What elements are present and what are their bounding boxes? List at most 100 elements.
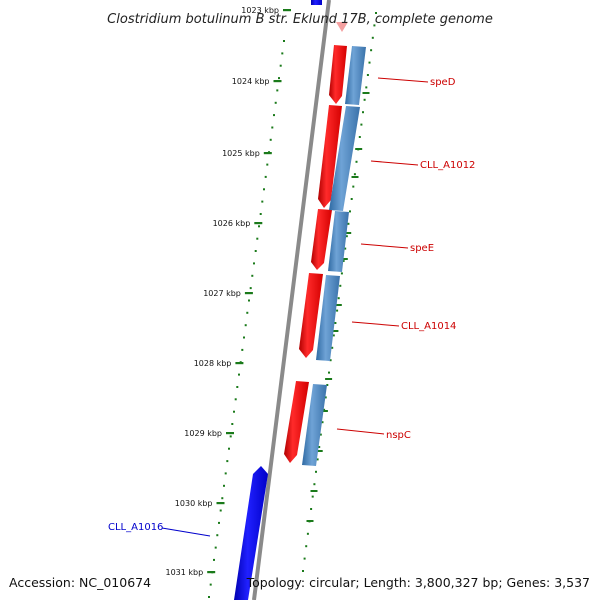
gene-bar-5[interactable] bbox=[302, 384, 327, 466]
gene-speE[interactable] bbox=[311, 209, 332, 270]
minor-tick bbox=[306, 532, 309, 535]
minor-tick bbox=[302, 570, 304, 572]
minor-tick bbox=[337, 297, 340, 300]
minor-tick bbox=[366, 74, 369, 76]
minor-tick bbox=[248, 299, 250, 302]
kbp-tick bbox=[273, 80, 282, 83]
accession-text: Accession: NC_010674 bbox=[9, 575, 151, 590]
kbp-tick bbox=[235, 362, 244, 365]
minor-tick bbox=[324, 396, 327, 399]
gene-label-CLL_A1012[interactable]: CLL_A1012 bbox=[420, 160, 475, 171]
minor-tick bbox=[219, 509, 222, 512]
minor-tick bbox=[224, 472, 227, 475]
gene-bar-3[interactable] bbox=[328, 211, 349, 272]
minor-tick bbox=[221, 497, 224, 500]
gc-mark bbox=[362, 92, 370, 94]
minor-tick bbox=[340, 272, 343, 275]
minor-tick bbox=[358, 136, 361, 138]
minor-tick bbox=[269, 138, 272, 141]
gene-CLL_A1014[interactable] bbox=[299, 273, 323, 358]
minor-tick bbox=[259, 213, 262, 215]
gc-mark bbox=[306, 520, 314, 522]
minor-tick bbox=[238, 373, 240, 376]
minor-tick bbox=[228, 447, 230, 450]
minor-tick bbox=[213, 558, 215, 561]
kbp-label: 1023 kbp bbox=[241, 6, 279, 15]
minor-tick bbox=[229, 435, 232, 438]
minor-tick bbox=[371, 36, 374, 39]
minor-tick bbox=[311, 495, 314, 498]
gc-mark bbox=[320, 410, 328, 412]
gc-mark bbox=[340, 258, 348, 260]
minor-tick bbox=[254, 250, 257, 252]
label-leaders bbox=[161, 77, 429, 537]
minor-tick bbox=[258, 225, 260, 228]
minor-tick bbox=[283, 40, 285, 42]
minor-tick bbox=[216, 534, 219, 537]
kbp-tick bbox=[254, 222, 263, 225]
minor-tick bbox=[319, 433, 322, 436]
minor-tick bbox=[353, 173, 356, 176]
gc-mark bbox=[315, 450, 323, 452]
minor-tick bbox=[315, 470, 317, 473]
gene-pink-marker[interactable] bbox=[336, 22, 348, 32]
kbp-label: 1030 kbp bbox=[175, 499, 213, 508]
gene-bar-1[interactable] bbox=[345, 46, 366, 105]
minor-tick bbox=[274, 101, 277, 104]
minor-tick bbox=[331, 346, 334, 349]
minor-tick bbox=[208, 596, 210, 598]
minor-tick bbox=[342, 260, 345, 262]
gene-nspC[interactable] bbox=[284, 381, 309, 463]
gene-speD[interactable] bbox=[329, 45, 347, 104]
minor-tick bbox=[345, 235, 348, 238]
map-title: Clostridium botulinum B str. Eklund 17B,… bbox=[107, 12, 493, 27]
kbp-tick bbox=[263, 152, 272, 155]
gene-top-clipped[interactable] bbox=[311, 0, 322, 5]
kbp-tick bbox=[216, 502, 225, 505]
minor-tick bbox=[249, 287, 252, 290]
kbp-tick bbox=[244, 292, 253, 295]
minor-tick bbox=[362, 111, 364, 114]
gene-label-CLL_A1014[interactable]: CLL_A1014 bbox=[401, 321, 456, 332]
gc-marks-right bbox=[306, 92, 370, 522]
minor-tick bbox=[279, 64, 282, 67]
gene-label-nspC[interactable]: nspC bbox=[386, 430, 411, 441]
minor-tick bbox=[328, 371, 330, 374]
kbp-label: 1025 kbp bbox=[222, 149, 260, 158]
minor-tick bbox=[347, 222, 350, 225]
minor-tick bbox=[363, 98, 366, 101]
minor-tick bbox=[303, 557, 306, 560]
kbp-tick bbox=[226, 432, 234, 435]
gc-mark bbox=[351, 176, 359, 178]
minor-tick bbox=[370, 49, 373, 52]
minor-tick bbox=[313, 483, 316, 486]
minor-tick bbox=[244, 324, 247, 327]
gc-mark bbox=[334, 304, 342, 306]
gene-label-CLL_A1016[interactable]: CLL_A1016 bbox=[108, 522, 163, 533]
gc-mark bbox=[331, 330, 339, 332]
gene-CLL_A1012[interactable] bbox=[318, 105, 342, 208]
minor-tick bbox=[263, 188, 265, 191]
minor-tick bbox=[251, 274, 254, 277]
minor-tick bbox=[321, 421, 324, 424]
forward-genes bbox=[284, 45, 347, 463]
minor-tick bbox=[339, 284, 342, 287]
minor-tick bbox=[373, 24, 376, 27]
gene-label-speE[interactable]: speE bbox=[410, 243, 434, 254]
gene-label-speD[interactable]: speD bbox=[430, 77, 456, 88]
minor-tick bbox=[261, 200, 264, 203]
kbp-tick bbox=[207, 571, 216, 574]
gene-CLL_A1016[interactable] bbox=[234, 466, 268, 600]
minor-tick bbox=[209, 583, 212, 586]
gene-bar-4[interactable] bbox=[316, 275, 340, 361]
minor-tick bbox=[276, 89, 279, 92]
minor-tick bbox=[218, 521, 220, 524]
kbp-label: 1024 kbp bbox=[232, 77, 270, 86]
kbp-label: 1028 kbp bbox=[194, 359, 232, 368]
minor-tick bbox=[234, 398, 237, 401]
minor-tick bbox=[266, 163, 269, 166]
gene-bar-2[interactable] bbox=[329, 106, 360, 211]
minor-tick bbox=[329, 359, 332, 362]
minor-tick bbox=[243, 336, 245, 339]
